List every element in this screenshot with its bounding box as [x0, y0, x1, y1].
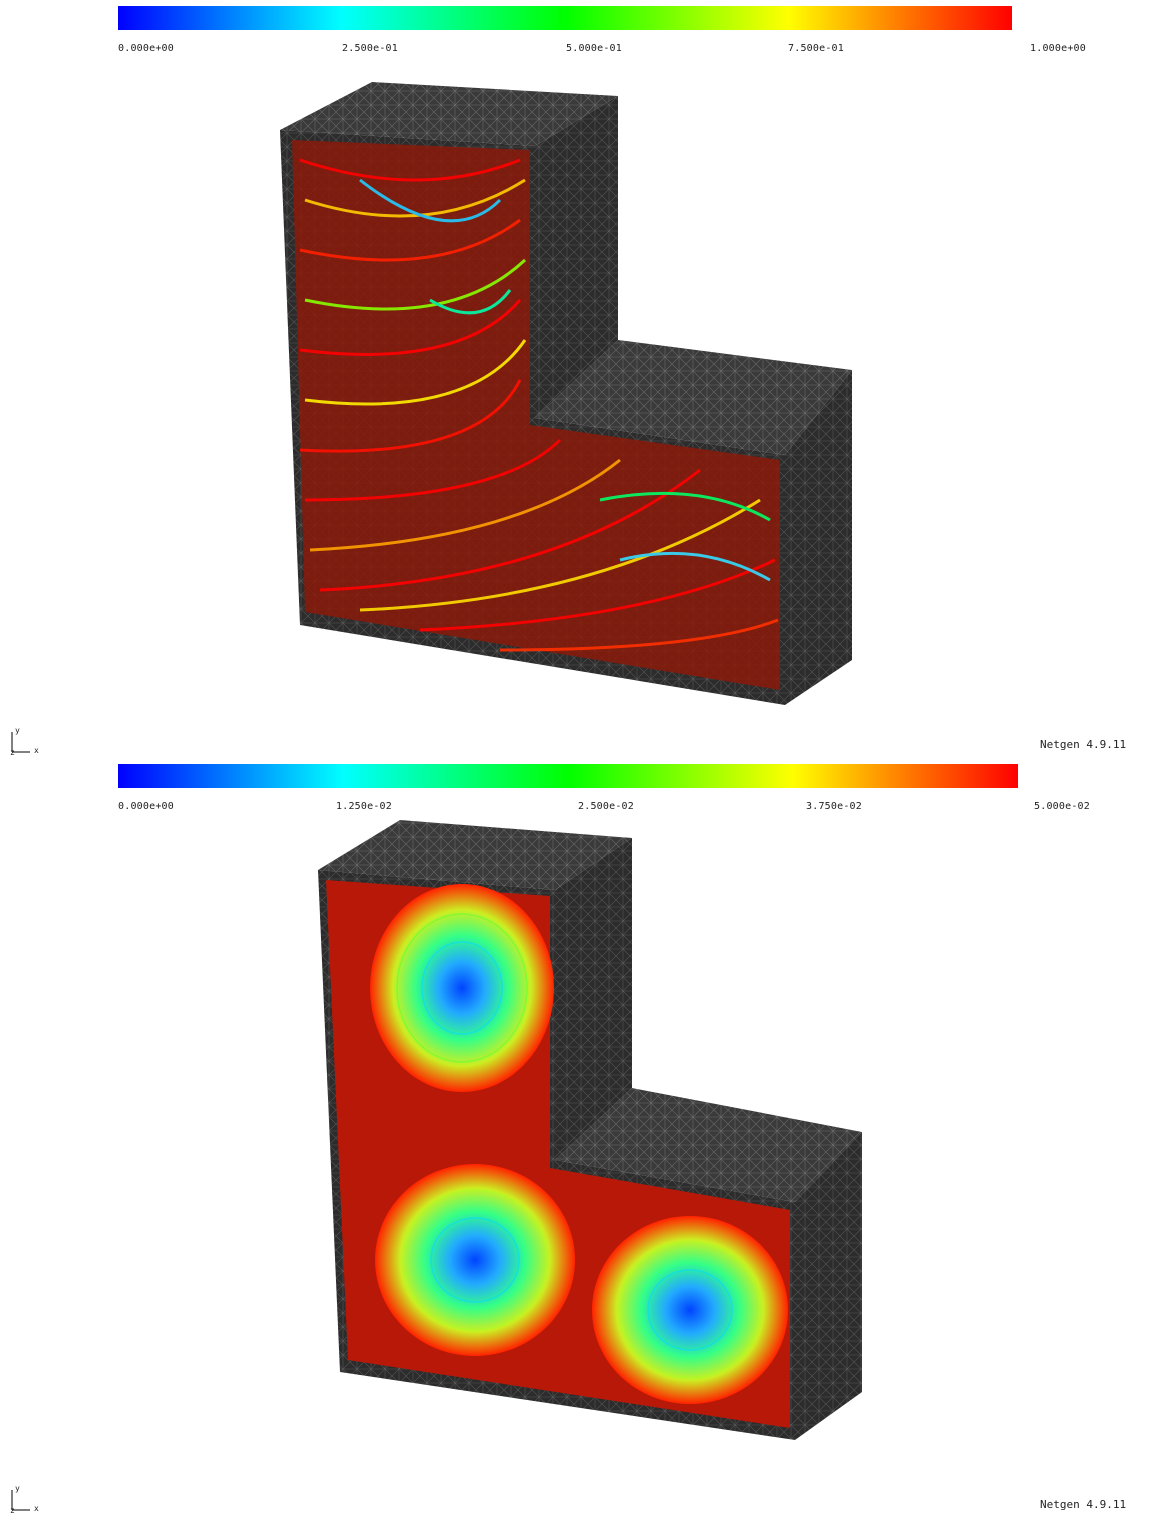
mesh-top-face	[318, 820, 632, 890]
colorbar	[118, 764, 1018, 788]
axis-z-label: z	[10, 748, 15, 757]
colorbar-tick-3-label: 7.500e-01	[788, 43, 844, 54]
colorbar-mid-label: 5.000e-01	[566, 43, 622, 54]
axis-x-label: x	[34, 1504, 39, 1513]
panel-bottom: 0.000e+00 1.250e-02 2.500e-02 3.750e-02 …	[0, 760, 1149, 1520]
colorbar-tick-3-label: 3.750e-02	[806, 801, 862, 812]
3d-viewport[interactable]	[0, 0, 1149, 760]
mesh-right-face-upper	[535, 96, 618, 418]
axis-y-label: y	[15, 1484, 20, 1493]
colorbar-max-label: 1.000e+00	[1030, 43, 1086, 54]
axis-y-label: y	[15, 726, 20, 735]
axis-x-label: x	[34, 746, 39, 755]
colorbar	[118, 6, 1012, 30]
colorbar-mid-label: 2.500e-02	[578, 801, 634, 812]
mesh-lower-top-face	[555, 1088, 862, 1202]
mesh-lower-right-face	[785, 370, 852, 705]
3d-viewport[interactable]	[0, 760, 1149, 1520]
vortex-lower-right	[592, 1216, 788, 1404]
panel-top: 0.000e+00 2.500e-01 5.000e-01 7.500e-01 …	[0, 0, 1149, 760]
vortex-lower-left	[375, 1164, 575, 1356]
axes-triad: y x z	[8, 726, 39, 757]
mesh-right-face-upper	[555, 838, 632, 1160]
mesh-lower-right-face	[795, 1132, 862, 1440]
colorbar-max-label: 5.000e-02	[1034, 801, 1090, 812]
version-label: Netgen 4.9.11	[1040, 738, 1127, 751]
mesh-lower-top-face	[535, 340, 852, 455]
version-label: Netgen 4.9.11	[1040, 1498, 1127, 1511]
colorbar-tick-1-label: 1.250e-02	[336, 801, 392, 812]
colorbar-min-label: 0.000e+00	[118, 801, 174, 812]
axis-z-label: z	[10, 1506, 15, 1515]
vortex-rings	[396, 913, 761, 1379]
mesh-top-face	[280, 82, 618, 146]
colorbar-tick-1-label: 2.500e-01	[342, 43, 398, 54]
axes-triad: y x z	[8, 1484, 39, 1515]
streamlines	[299, 158, 779, 652]
colorbar-min-label: 0.000e+00	[118, 43, 174, 54]
